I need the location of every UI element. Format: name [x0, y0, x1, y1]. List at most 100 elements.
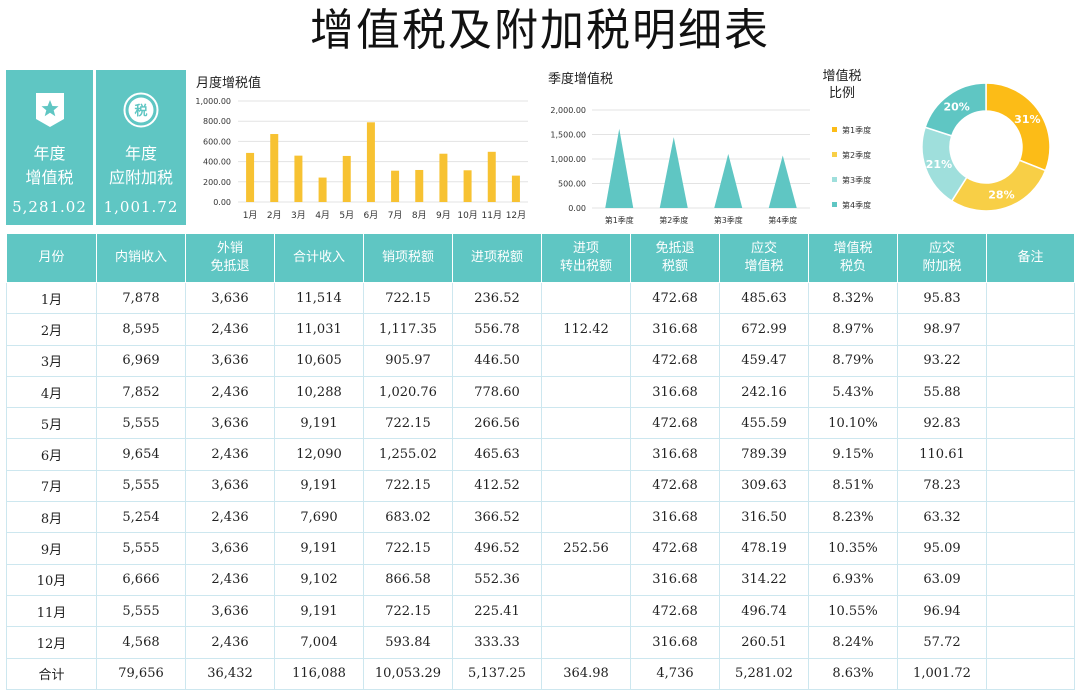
annual-surtax-card: 税 年度 应附加税 1,001.72	[96, 70, 186, 225]
table-cell: 314.22	[719, 563, 809, 596]
table-cell: 364.98	[541, 657, 631, 690]
table-cell: 10,053.29	[363, 657, 453, 690]
table-cell	[986, 438, 1075, 471]
table-cell	[541, 375, 631, 409]
table-cell: 459.47	[719, 344, 809, 377]
table-cell: 2,436	[185, 438, 275, 471]
table-cell	[986, 532, 1075, 565]
table-cell: 6,969	[96, 344, 186, 377]
triangle-bar	[768, 155, 797, 208]
table-cell: 485.63	[719, 281, 809, 315]
column-header-line: 进项税额	[470, 250, 523, 265]
table-cell: 57.72	[897, 626, 987, 659]
table-row: 11月 5,555 3,636 9,191 722.15 225.41 472.68 496.…	[6, 594, 1075, 628]
tax-coin-icon-glyph: 税	[134, 103, 147, 119]
legend-entry: 第1季度	[842, 125, 871, 135]
table-cell: 316.68	[630, 626, 720, 659]
y-tick-label: 800.00	[203, 117, 231, 126]
table-cell: 252.56	[541, 532, 631, 565]
table-cell: 10,288	[274, 375, 364, 409]
donut-slice	[985, 82, 1051, 172]
table-cell: 316.68	[630, 375, 720, 409]
table-row: 2月 8,595 2,436 11,031 1,117.35 556.78 112.42 31…	[6, 313, 1075, 346]
x-tick-label: 3月	[291, 210, 306, 221]
table-cell: 333.33	[452, 626, 542, 659]
y-tick-label: 1,500.00	[550, 131, 586, 140]
table-row: 4月 7,852 2,436 10,288 1,020.76 778.60 316.68 24…	[6, 375, 1075, 409]
table-cell: 472.68	[630, 344, 720, 377]
legend-entry: 第2季度	[842, 150, 871, 160]
y-tick-label: 1,000.00	[195, 97, 231, 106]
table-cell: 552.36	[452, 563, 542, 596]
quarterly-chart-title: 季度增值税	[548, 72, 614, 87]
table-cell: 446.50	[452, 344, 542, 377]
table-cell: 2,436	[185, 501, 275, 534]
table-cell	[986, 375, 1075, 409]
table-cell: 9月	[6, 532, 97, 565]
legend-swatch	[832, 152, 837, 157]
table-cell: 266.56	[452, 407, 542, 440]
slice-label: 20%	[943, 101, 969, 114]
table-cell: 1,117.35	[363, 313, 453, 346]
y-tick-label: 1,000.00	[550, 155, 586, 164]
table-cell: 242.16	[719, 375, 809, 409]
bar	[318, 177, 327, 202]
x-tick-label: 6月	[364, 210, 379, 221]
bar	[463, 170, 472, 202]
table-cell: 5,281.02	[719, 657, 809, 690]
column-header-line: 转出税额	[559, 259, 612, 274]
table-cell: 10,605	[274, 344, 364, 377]
table-cell: 260.51	[719, 626, 809, 659]
column-header-line: 免抵退	[210, 259, 250, 274]
x-tick-label: 8月	[412, 210, 427, 221]
column-header-line: 增值税	[744, 259, 784, 274]
table-cell: 92.83	[897, 407, 987, 440]
column-header-line: 月份	[38, 250, 65, 265]
table-cell: 412.52	[452, 469, 542, 503]
table-cell: 98.97	[897, 313, 987, 346]
table-cell: 63.32	[897, 501, 987, 534]
x-tick-label: 9月	[436, 210, 451, 221]
table-cell: 9,191	[274, 407, 364, 440]
table-cell: 5,137.25	[452, 657, 542, 690]
table-cell: 3,636	[185, 344, 275, 377]
table-cell: 3,636	[185, 281, 275, 315]
star-badge-icon	[35, 92, 65, 132]
slice-label: 31%	[1014, 113, 1040, 126]
table-cell: 672.99	[719, 313, 809, 346]
table-cell: 8.51%	[808, 469, 898, 503]
table-cell: 2,436	[185, 626, 275, 659]
column-header-line: 内销收入	[114, 250, 167, 265]
y-tick-label: 0.00	[213, 198, 231, 207]
table-cell: 78.23	[897, 469, 987, 503]
table-cell: 5.43%	[808, 375, 898, 409]
table-cell	[986, 501, 1075, 534]
table-cell: 316.68	[630, 501, 720, 534]
annual-vat-card: 年度 增值税 5,281.02	[6, 70, 93, 225]
y-tick-label: 400.00	[203, 158, 231, 167]
column-header: 进项税额	[452, 233, 542, 283]
annual-vat-label-1: 年度	[33, 144, 66, 163]
y-tick-label: 200.00	[203, 178, 231, 187]
column-header-line: 附加税	[922, 259, 962, 274]
column-header-line: 销项税额	[381, 250, 434, 265]
column-header-line: 进项	[572, 241, 599, 256]
table-cell: 63.09	[897, 563, 987, 596]
table-cell: 789.39	[719, 438, 809, 471]
bar	[294, 155, 303, 202]
tax-coin-icon: 税	[123, 92, 159, 132]
table-cell: 4月	[6, 375, 97, 409]
table-cell: 722.15	[363, 281, 453, 315]
table-header-row: 月份 内销收入 外销 免抵退 合计收入 销项税额 进项税额 进项 转出税额 免抵退 税额 应交 增值税增…	[6, 233, 1075, 283]
table-cell: 5,555	[96, 594, 186, 628]
table-cell: 8.97%	[808, 313, 898, 346]
table-cell: 9.15%	[808, 438, 898, 471]
x-tick-label: 12月	[506, 210, 526, 221]
table-cell: 472.68	[630, 281, 720, 315]
x-tick-label: 2月	[267, 210, 282, 221]
table-cell	[541, 469, 631, 503]
table-cell	[541, 563, 631, 596]
table-row: 3月 6,969 3,636 10,605 905.97 446.50 472.68 459.…	[6, 344, 1075, 377]
table-cell: 465.63	[452, 438, 542, 471]
table-cell: 5,555	[96, 407, 186, 440]
